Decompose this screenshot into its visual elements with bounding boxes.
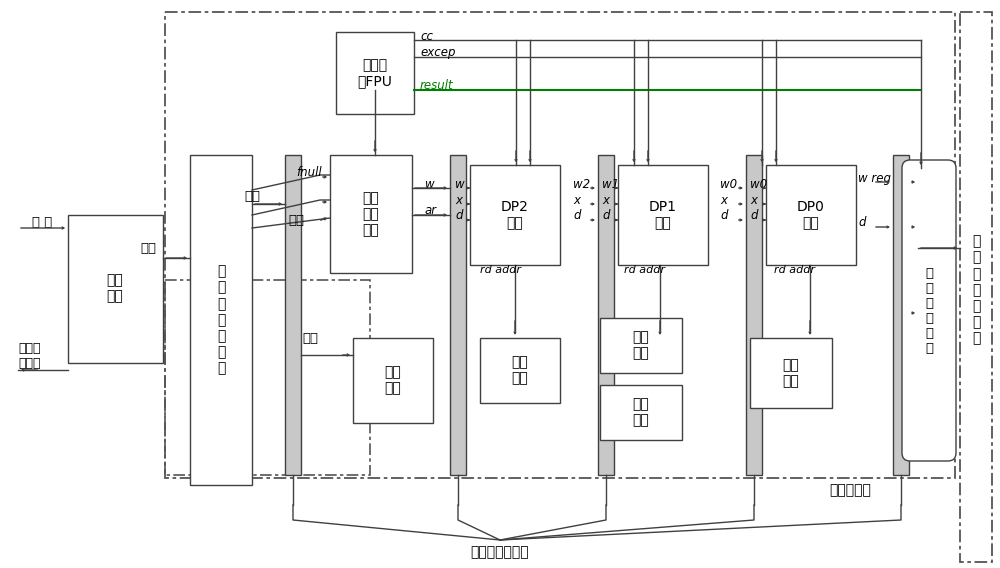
Text: cc: cc	[420, 30, 433, 43]
Text: w0: w0	[750, 178, 767, 190]
Text: d: d	[720, 208, 728, 222]
Text: 指令
译码: 指令 译码	[385, 365, 401, 395]
Text: d: d	[750, 208, 758, 222]
Text: 取指
模块: 取指 模块	[107, 273, 123, 303]
Text: 浮
点
处
理
流
水
线: 浮 点 处 理 流 水 线	[972, 235, 980, 345]
Text: w: w	[455, 178, 465, 190]
Text: 指令: 指令	[140, 241, 156, 254]
FancyBboxPatch shape	[902, 160, 956, 461]
Bar	[893, 155, 909, 475]
Bar	[598, 155, 614, 475]
Text: w2: w2	[573, 178, 590, 190]
Bar	[600, 385, 682, 440]
Bar	[618, 165, 708, 265]
Text: 指令: 指令	[244, 190, 260, 203]
Text: excep: excep	[420, 45, 456, 59]
Text: d: d	[858, 215, 866, 228]
Text: DP2
模块: DP2 模块	[501, 200, 529, 230]
Text: 异常
处理: 异常 处理	[633, 330, 649, 360]
Text: w reg: w reg	[858, 172, 891, 185]
Bar	[450, 155, 466, 475]
Bar	[750, 338, 832, 408]
Text: 取指控
制信号: 取指控 制信号	[19, 342, 41, 370]
Text: w: w	[425, 178, 435, 190]
Text: w1: w1	[602, 178, 619, 190]
Text: w0: w0	[720, 178, 737, 190]
Bar	[330, 155, 412, 273]
Text: rd addr: rd addr	[624, 265, 666, 275]
Text: 五级流水线: 五级流水线	[829, 483, 871, 497]
Text: DP0
模块: DP0 模块	[797, 200, 825, 230]
Text: x: x	[750, 194, 757, 207]
Text: fnull: fnull	[296, 165, 322, 178]
Text: 流水级间寄存器: 流水级间寄存器	[471, 545, 529, 559]
Text: 指令: 指令	[302, 332, 318, 345]
Bar	[600, 318, 682, 373]
Text: d: d	[455, 208, 462, 222]
Text: 指令: 指令	[288, 214, 304, 227]
Bar	[746, 155, 762, 475]
Text: 浮
点
寄
存
器
组: 浮 点 寄 存 器 组	[925, 267, 933, 355]
Bar	[165, 12, 955, 478]
Text: rd addr: rd addr	[480, 265, 520, 275]
Bar	[285, 155, 301, 475]
Bar	[480, 338, 560, 403]
Text: d: d	[602, 208, 610, 222]
Text: x: x	[602, 194, 609, 207]
Text: 执行
模块: 执行 模块	[512, 355, 528, 385]
Text: rd addr: rd addr	[774, 265, 816, 275]
Text: 回写
模块: 回写 模块	[783, 358, 799, 388]
Text: x: x	[720, 194, 727, 207]
Text: result: result	[420, 78, 454, 91]
Text: d: d	[573, 208, 580, 222]
Bar	[336, 32, 414, 114]
Bar	[68, 215, 163, 363]
Text: 待集成
的FPU: 待集成 的FPU	[358, 58, 392, 88]
Text: 访存
模块: 访存 模块	[633, 397, 649, 427]
Text: 指 令: 指 令	[32, 215, 52, 228]
Text: ar: ar	[425, 203, 437, 216]
Bar	[470, 165, 560, 265]
Text: DP1
模块: DP1 模块	[649, 200, 677, 230]
Text: x: x	[455, 194, 462, 207]
Text: x: x	[573, 194, 580, 207]
Text: 指
令
预
译
码
模
块: 指 令 预 译 码 模 块	[217, 264, 225, 375]
Bar	[190, 155, 252, 485]
Bar	[165, 280, 370, 475]
Bar	[766, 165, 856, 265]
Bar	[960, 12, 992, 562]
Text: 浮点
控制
模块: 浮点 控制 模块	[363, 191, 379, 237]
Bar	[353, 338, 433, 423]
